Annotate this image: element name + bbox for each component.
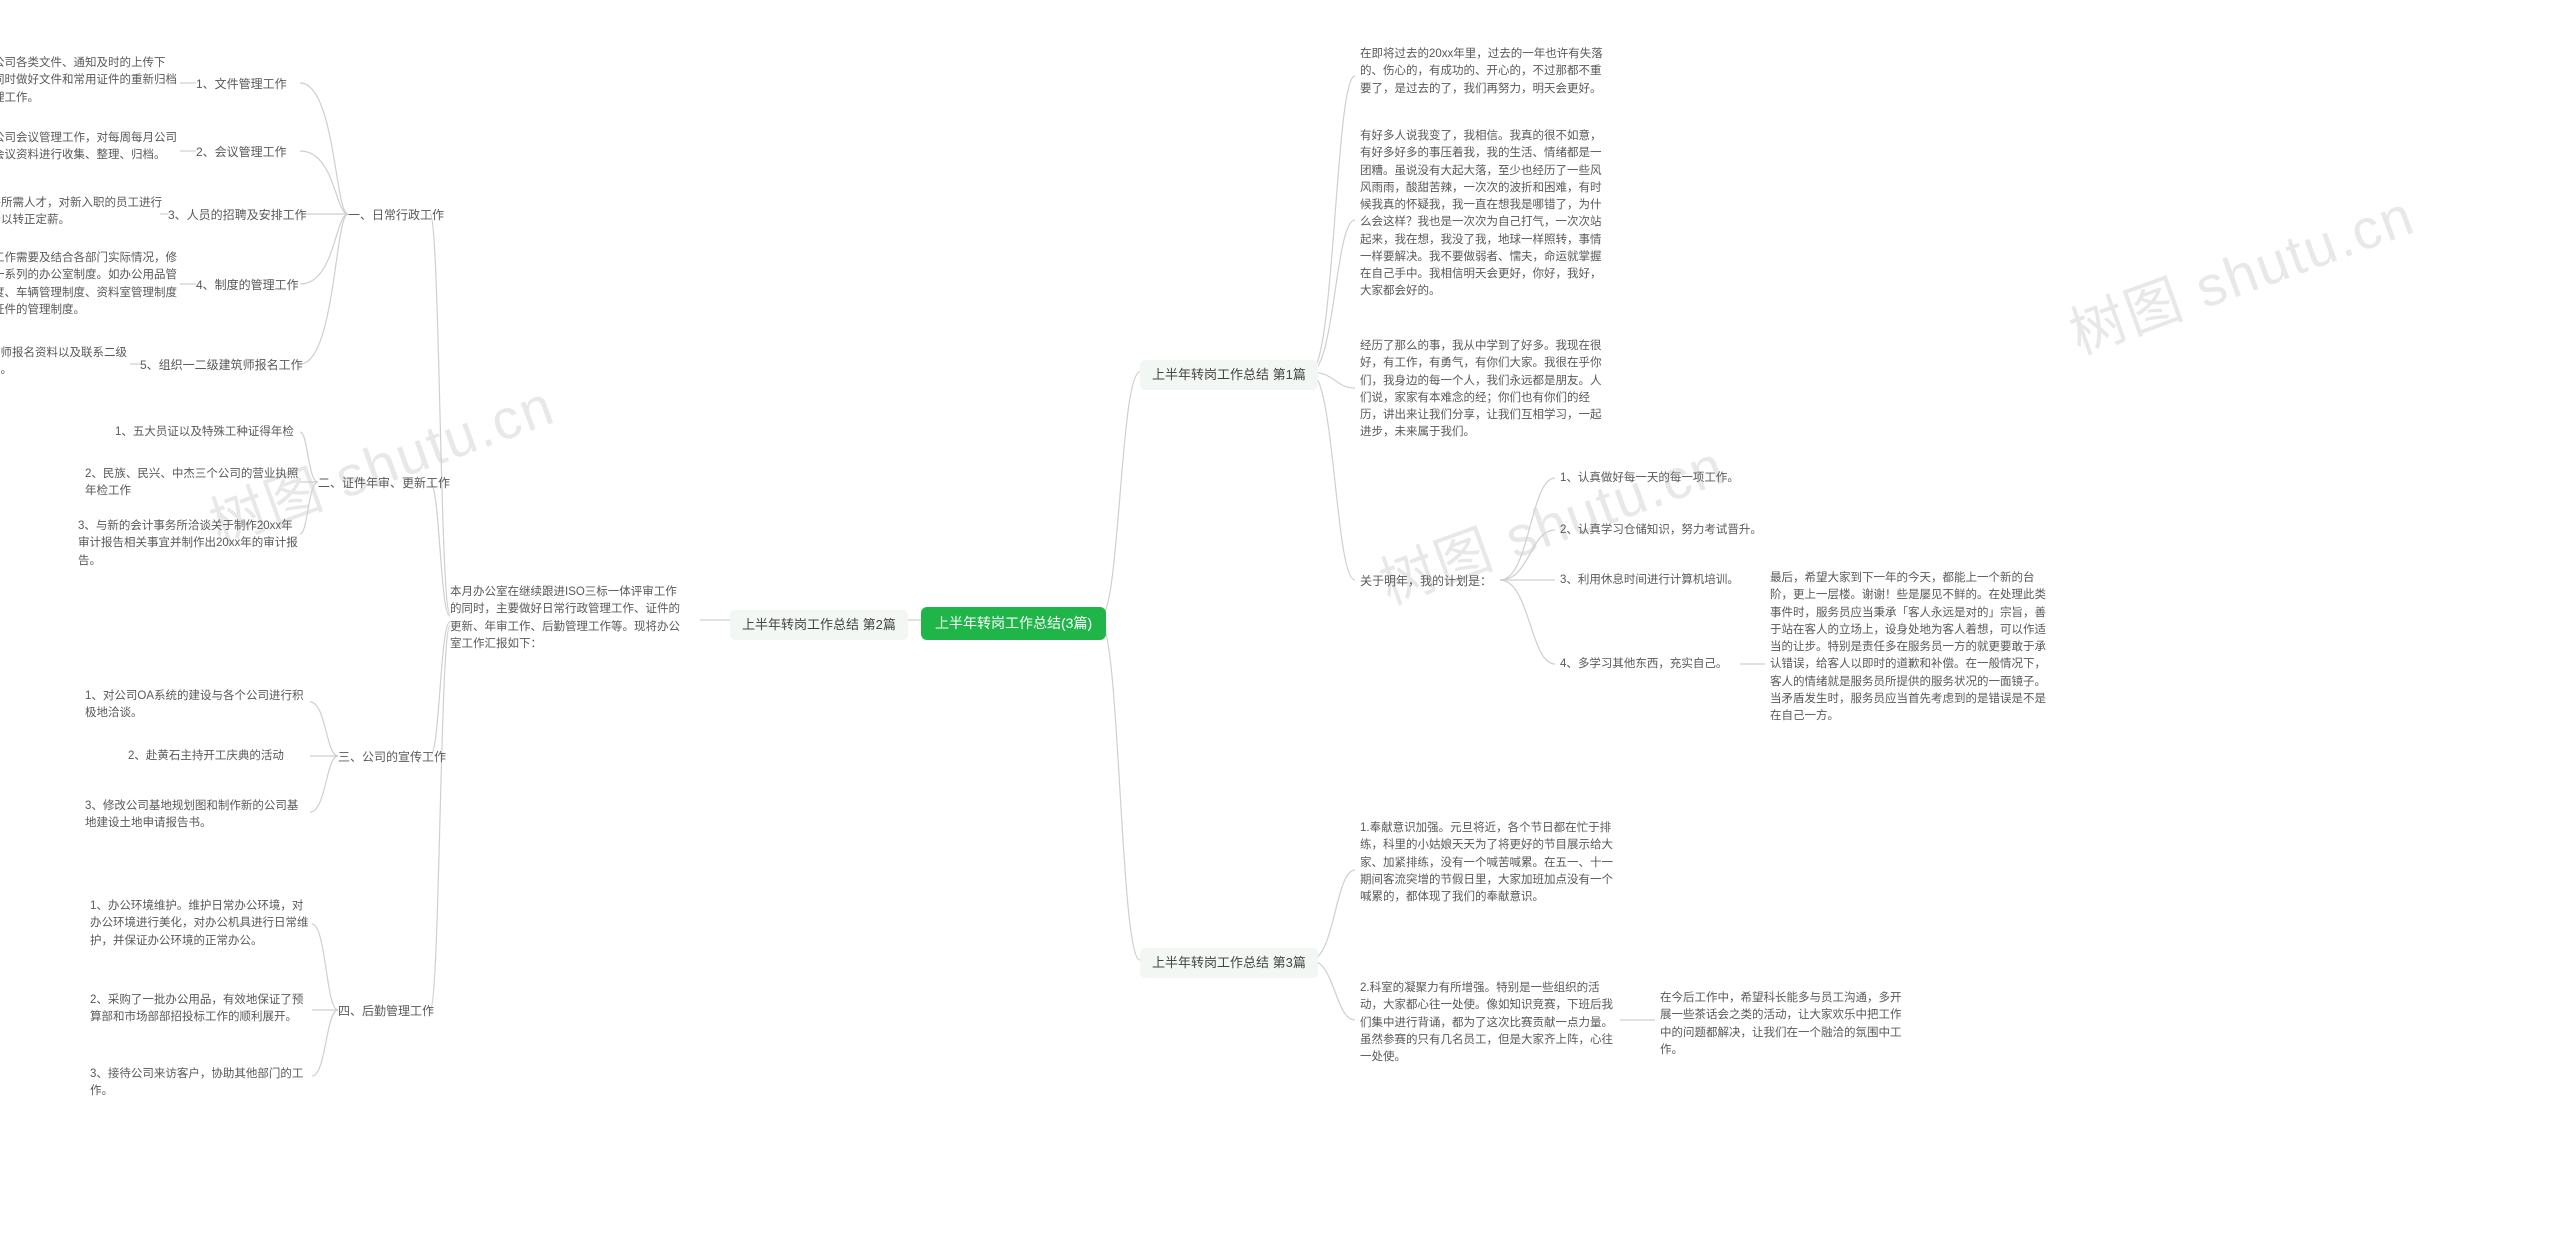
watermark: 树图 shutu.cn bbox=[2057, 171, 2424, 371]
p3-i2: 2.科室的凝聚力有所增强。特别是一些组织的活动，大家都心往一处使。像如知识竞赛，… bbox=[1360, 980, 1620, 1066]
s1-i2-title: 2、会议管理工作 bbox=[196, 143, 287, 161]
s3-i2: 2、赴黄石主持开工庆典的活动 bbox=[128, 748, 328, 765]
s1-i5-body: 收集一二级建造师报名资料以及联系二级建造师培训工作。 bbox=[0, 345, 130, 380]
s4-i2: 2、采购了一批办公用品，有效地保证了预算部和市场部部招投标工作的顺利展开。 bbox=[90, 992, 310, 1027]
right-part3-node[interactable]: 上半年转岗工作总结 第3篇 bbox=[1140, 948, 1318, 978]
s1-i1-body: 保证公司各类文件、通知及时的上传下达；同时做好文件和常用证件的重新归档和整理工作… bbox=[0, 55, 180, 107]
plan-3: 3、利用休息时间进行计算机培训。 bbox=[1560, 572, 1739, 589]
p1-p2: 有好多人说我变了，我相信。我真的很不如意，有好多好多的事压着我，我的生活、情绪都… bbox=[1360, 128, 1610, 301]
plan-1: 1、认真做好每一天的每一项工作。 bbox=[1560, 470, 1739, 487]
sec2-label[interactable]: 二、证件年审、更新工作 bbox=[318, 474, 450, 492]
sec1-label[interactable]: 一、日常行政工作 bbox=[348, 206, 444, 224]
plan-label: 关于明年，我的计划是： bbox=[1360, 572, 1492, 590]
s2-i1: 1、五大员证以及特殊工种证得年检 bbox=[115, 424, 315, 441]
root-node[interactable]: 上半年转岗工作总结(3篇) bbox=[921, 607, 1106, 640]
watermark: 树图 shutu.cn bbox=[1367, 421, 1734, 621]
plan-4: 4、多学习其他东西，充实自己。 bbox=[1560, 656, 1727, 673]
s1-i3-title: 3、人员的招聘及安排工作 bbox=[168, 206, 307, 224]
s1-i3-body: 积极招聘所需人才，对新入职的员工进行考核并予以转正定薪。 bbox=[0, 195, 165, 230]
s1-i2-body: 完善公司会议管理工作，对每周每月公司各类会议资料进行收集、整理、归档。 bbox=[0, 130, 180, 165]
plan-2: 2、认真学习仓储知识，努力考试晋升。 bbox=[1560, 522, 1762, 539]
s2-i2: 2、民族、民兴、中杰三个公司的营业执照年检工作 bbox=[85, 466, 305, 501]
s1-i4-body: 根据工作需要及结合各部门实际情况，修订了一系列的办公室制度。如办公用品管理制度、… bbox=[0, 250, 180, 319]
p3-i1: 1.奉献意识加强。元旦将近，各个节日都在忙于排练，科里的小姑娘天天为了将更好的节… bbox=[1360, 820, 1620, 906]
connector-layer bbox=[0, 0, 2560, 1253]
s4-i3: 3、接待公司来访客户，协助其他部门的工作。 bbox=[90, 1066, 310, 1101]
p3-i2-extra: 在今后工作中，希望科长能多与员工沟通，多开展一些茶话会之类的活动，让大家欢乐中把… bbox=[1660, 990, 1910, 1059]
s1-i4-title: 4、制度的管理工作 bbox=[196, 276, 299, 294]
s1-i5-title: 5、组织一二级建筑师报名工作 bbox=[140, 356, 303, 374]
left-part2-node[interactable]: 上半年转岗工作总结 第2篇 bbox=[730, 610, 908, 640]
s3-i3: 3、修改公司基地规划图和制作新的公司基地建设土地申请报告书。 bbox=[85, 798, 305, 833]
p1-p1: 在即将过去的20xx年里，过去的一年也许有失落的、伤心的，有成功的、开心的，不过… bbox=[1360, 46, 1610, 98]
s2-i3: 3、与新的会计事务所洽谈关于制作20xx年审计报告相关事宜并制作出20xx年的审… bbox=[78, 518, 303, 570]
s4-i1: 1、办公环境维护。维护日常办公环境，对办公环境进行美化，对办公机具进行日常维护，… bbox=[90, 898, 310, 950]
plan-4-extra: 最后，希望大家到下一年的今天，都能上一个新的台阶，更上一层楼。谢谢！些是屡见不鲜… bbox=[1770, 570, 2050, 725]
sec4-label[interactable]: 四、后勤管理工作 bbox=[338, 1002, 434, 1020]
sec3-label[interactable]: 三、公司的宣传工作 bbox=[338, 748, 446, 766]
right-part1-node[interactable]: 上半年转岗工作总结 第1篇 bbox=[1140, 360, 1318, 390]
p1-p3: 经历了那么的事，我从中学到了好多。我现在很好，有工作，有勇气，有你们大家。我很在… bbox=[1360, 338, 1610, 442]
left-intro: 本月办公室在继续跟进ISO三标一体评审工作的同时，主要做好日常行政管理工作、证件… bbox=[450, 584, 680, 653]
s1-i1-title: 1、文件管理工作 bbox=[196, 75, 287, 93]
s3-i1: 1、对公司OA系统的建设与各个公司进行积极地洽谈。 bbox=[85, 688, 305, 723]
